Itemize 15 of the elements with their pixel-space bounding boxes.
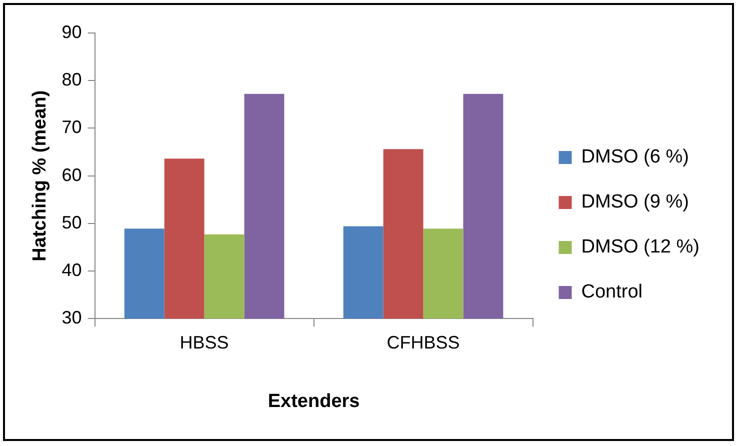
y-axis-title: Hatching % (mean): [30, 90, 51, 262]
y-tick-label: 90: [62, 22, 82, 42]
x-axis-title: Extenders: [268, 390, 360, 412]
x-tick-label: HBSS: [180, 332, 229, 352]
y-tick-label: 60: [62, 164, 82, 185]
x-tick-label: CFHBSS: [386, 332, 460, 352]
y-tick-label: 40: [62, 260, 82, 280]
legend-label: DMSO (6 %): [581, 146, 689, 168]
y-tick-label: 30: [62, 308, 82, 328]
y-tick-label: 70: [62, 117, 82, 138]
legend-label: DMSO (9 %): [581, 192, 689, 213]
legend-label: DMSO (12 %): [581, 236, 700, 258]
y-tick-label: 80: [62, 70, 82, 90]
legend-label: Control: [581, 282, 642, 303]
y-tick-label: 50: [62, 212, 82, 232]
